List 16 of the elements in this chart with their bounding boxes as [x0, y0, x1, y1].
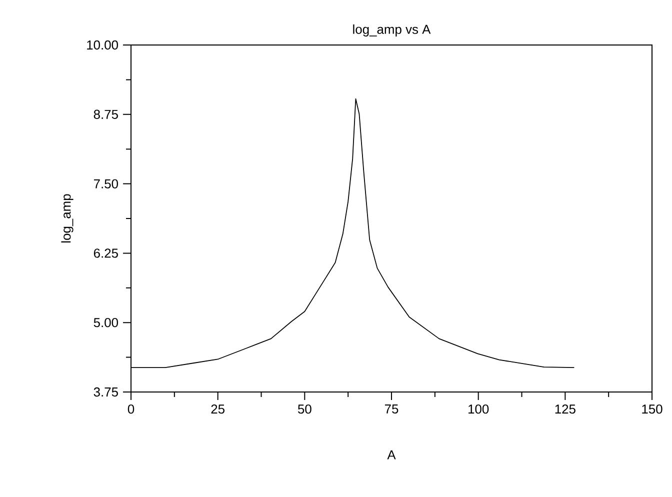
- x-axis-title: A: [387, 450, 396, 460]
- x-tick-label: 25: [211, 404, 224, 414]
- y-tick-label: 8.75: [94, 110, 118, 119]
- x-tick-label: 50: [298, 404, 312, 414]
- y-tick-label: 3.75: [94, 387, 118, 397]
- chart-title: log_amp vs A: [353, 24, 431, 36]
- x-tick-label: 150: [642, 404, 662, 414]
- y-tick-label: 10.00: [87, 40, 118, 50]
- y-axis-title: log_amp: [61, 194, 74, 242]
- x-tick-label: 125: [555, 404, 576, 414]
- y-tick-label: 5.00: [94, 318, 118, 328]
- y-tick-label: 6.25: [94, 248, 118, 258]
- y-tick-label: 7.50: [94, 179, 118, 188]
- x-tick-label: 75: [384, 404, 398, 414]
- x-tick-label: 0: [128, 404, 134, 414]
- x-tick-label: 100: [468, 404, 489, 414]
